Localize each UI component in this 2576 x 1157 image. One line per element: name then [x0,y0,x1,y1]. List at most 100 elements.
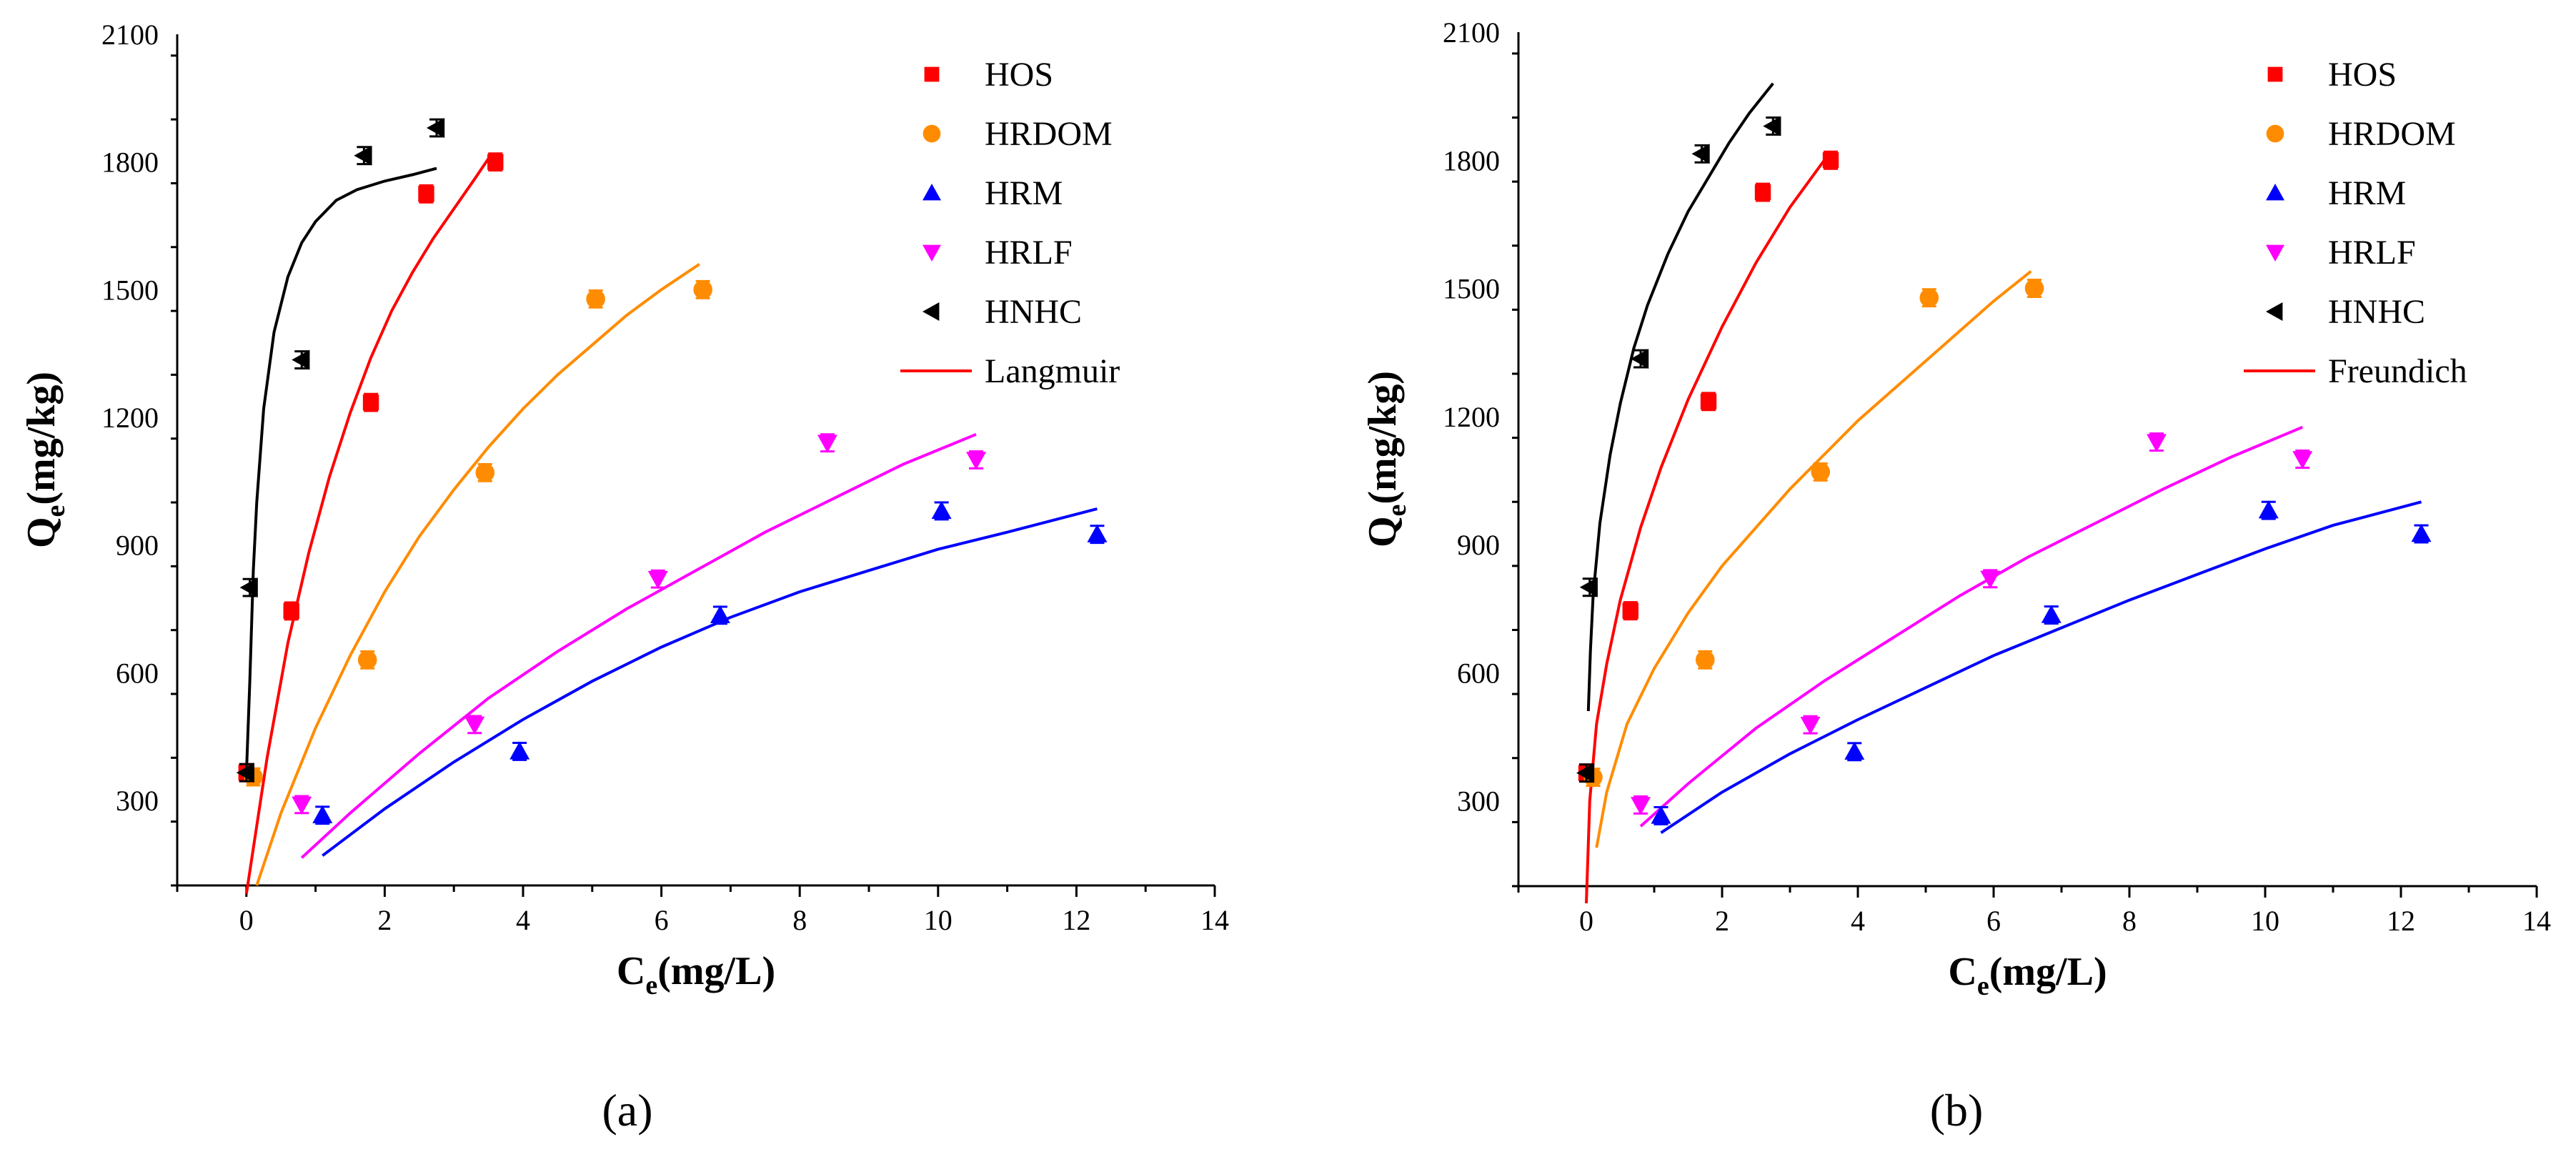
data-point-hnhc [1576,763,1595,783]
x-tick-label: 10 [924,904,953,936]
data-point-hos [1822,152,1839,169]
y-tick-label: 2100 [101,19,159,51]
data-point-hrlf [2292,451,2313,470]
data-point-hrdom [693,280,712,299]
legend-label-hrlf: HRLF [2328,234,2416,272]
chart-panel-b: 0 2 4 6 8 10 12 143006009001200150018002100Ce(m… [1361,16,2551,1136]
data-point-hrlf [966,452,987,470]
data-point-hrdom [2024,279,2044,298]
legend: HOS HRDOM HRM HRLF HNHC Freundich [2244,56,2467,390]
chart-panel-a: 0 2 4 6 8 10 12 143006009001200150018002100Ce(m… [19,19,1229,1136]
x-axis-label-main: C [617,949,645,993]
legend-label-hrdom: HRDOM [985,115,1113,153]
legend-marker-hnhc [923,302,940,321]
legend-marker-hrlf [2266,244,2284,262]
x-tick-label: 14 [2522,905,2551,937]
x-tick-label: 0 [239,904,254,936]
data-point-hrlf [817,435,837,453]
x-tick-label: 0 [1579,905,1593,937]
fit-curve-hrdom [1595,270,2032,848]
y-tick-label: 300 [1457,785,1500,818]
y-tick-label: 900 [116,530,159,562]
panel-caption: (a) [602,1085,652,1136]
y-axis-label: Qe(mg/kg) [19,372,71,548]
legend-label-hrm: HRM [985,174,1063,212]
legend-label-hos: HOS [2328,56,2397,94]
legend-marker-hrlf [923,244,941,262]
fit-curve-hrm [322,507,1098,857]
data-point-hos [487,154,504,170]
data-point-hos [1700,393,1717,410]
data-point-hrdom [357,650,377,670]
legend-marker-hos [924,66,940,82]
x-tick-label: 6 [655,904,669,936]
data-point-hrlf [1800,716,1821,735]
data-point-hrm [2411,524,2432,542]
data-point-hrm [1844,741,1865,760]
y-tick-label: 1800 [101,147,159,179]
data-point-hos [1622,602,1638,619]
legend-marker-hrdom [923,124,941,143]
x-tick-label: 8 [792,904,807,936]
x-tick-label: 12 [2387,905,2415,937]
data-point-hnhc [1579,577,1598,597]
fit-curve-hnhc [244,167,437,775]
data-point-hrm [312,805,333,823]
data-point-hrdom [1919,288,1939,307]
data-point-hnhc [292,349,310,370]
data-point-hrlf [1631,797,1651,815]
data-point-hrm [509,741,530,760]
y-tick-label: 300 [116,785,159,817]
x-tick-label: 12 [1062,904,1090,936]
x-axis-label: Ce(mg/L) [617,949,775,1000]
legend-label-hnhc: HNHC [985,293,1082,331]
data-point-hrdom [1695,650,1715,670]
y-axis-label-unit: (mg/kg) [1361,371,1405,505]
data-point-hrm [1651,805,1671,824]
data-point-hrdom [586,289,605,309]
data-point-hrm [710,605,730,624]
fit-curve-hrlf [1639,425,2304,828]
fit-curve-hrm [1660,500,2422,834]
y-tick-label: 2100 [1443,16,1500,49]
y-tick-label: 600 [116,657,159,689]
fit-curve-hrlf [300,432,977,859]
y-tick-label: 1200 [1443,401,1500,433]
x-axis-label: Ce(mg/L) [1948,950,2107,1001]
data-point-hrlf [292,796,312,815]
y-axis-label-subscript: e [41,505,71,517]
y-tick-label: 1500 [1443,273,1500,305]
fit-curve-hos [244,152,494,895]
data-point-hrdom [475,463,495,482]
x-axis-label-subscript: e [645,970,657,1000]
data-point-hnhc [239,577,258,598]
x-tick-label: 8 [2122,905,2137,937]
y-axis-label-subscript: e [1382,505,1412,517]
legend-marker-hrm [2266,184,2284,201]
data-point-hrm [2258,500,2279,519]
data-point-hos [418,186,434,202]
x-tick-label: 2 [1715,905,1729,937]
data-point-hos [1754,184,1771,201]
data-point-hos [283,602,299,620]
legend-marker-hrdom [2266,124,2284,143]
data-point-hrdom [1811,462,1831,482]
legend-label-hos: HOS [985,56,1053,94]
legend-label-hrdom: HRDOM [2328,115,2456,153]
x-tick-label: 10 [2251,905,2279,937]
data-point-hrm [1087,524,1108,542]
data-point-hnhc [236,763,254,783]
legend-marker-hnhc [2266,302,2283,321]
data-point-hrlf [647,571,668,590]
y-tick-label: 900 [1457,529,1500,561]
legend: HOS HRDOM HRM HRLF HNHC Langmuir [900,56,1120,390]
legend-fit-label: Langmuir [985,352,1120,390]
data-point-hnhc [1631,349,1649,369]
legend-fit-label: Freundich [2328,352,2467,390]
data-point-hos [362,394,379,411]
x-tick-label: 6 [1986,905,2001,937]
x-tick-label: 4 [1851,905,1865,937]
x-tick-label: 14 [1200,904,1229,936]
y-axis-label-unit: (mg/kg) [19,372,64,505]
